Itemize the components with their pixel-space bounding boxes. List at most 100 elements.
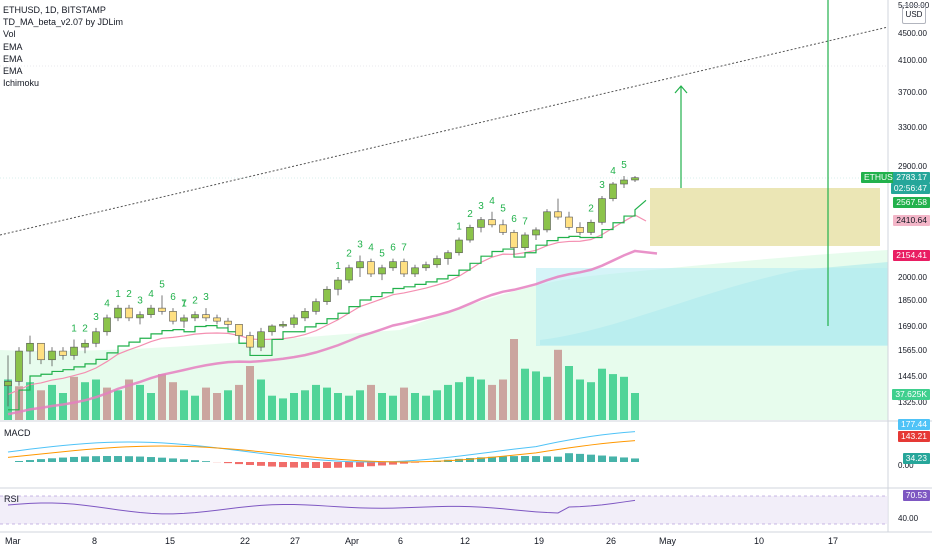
- candle-body: [147, 307, 155, 315]
- candle-body: [400, 261, 408, 275]
- macd-histogram-bar: [37, 459, 45, 462]
- macd-histogram-bar: [334, 462, 342, 468]
- candle-body: [389, 261, 397, 269]
- volume-bar: [576, 379, 584, 420]
- volume-bar: [26, 382, 34, 420]
- candle-body: [587, 221, 595, 233]
- macd-histogram-bar: [400, 462, 408, 464]
- candle-body: [180, 317, 188, 322]
- volume-bar: [499, 379, 507, 420]
- macd-histogram-bar: [268, 462, 276, 467]
- time-axis-tick: 26: [606, 536, 616, 546]
- indicator-vol[interactable]: Vol: [3, 29, 16, 40]
- time-axis-tick: 17: [828, 536, 838, 546]
- volume-bar: [103, 387, 111, 420]
- symbol-title[interactable]: ETHUSD, 1D, BITSTAMP: [3, 5, 106, 15]
- td-count-label: 5: [621, 160, 627, 171]
- macd-histogram-bar: [510, 456, 518, 462]
- price-axis-tick: 3700.00: [898, 88, 927, 97]
- volume-bar: [224, 390, 232, 420]
- rsi-polyline: [7, 499, 636, 515]
- rsi-band: [0, 496, 888, 524]
- last-price-badge: 2783.17: [893, 172, 930, 183]
- volume-bar: [587, 382, 595, 420]
- volume-bar: [598, 368, 606, 420]
- price-axis-tick: 4500.00: [898, 29, 927, 38]
- candle-body: [444, 252, 452, 259]
- macd-histogram-bar: [543, 456, 551, 462]
- candle-body: [554, 211, 562, 218]
- candle-body: [268, 325, 276, 333]
- candle-body: [543, 211, 551, 231]
- macd-histogram-bar: [26, 460, 34, 462]
- time-axis-tick: 15: [165, 536, 175, 546]
- candle-body: [620, 179, 628, 185]
- candle-body: [334, 279, 342, 290]
- volume-bar: [279, 398, 287, 420]
- indicator-td[interactable]: TD_MA_beta_v2.07 by JDLim: [3, 17, 124, 28]
- macd-histogram-bar: [477, 457, 485, 462]
- volume-bar: [37, 390, 45, 420]
- volume-bar: [246, 366, 254, 420]
- volume-bar: [213, 393, 221, 420]
- indicator-ema-2[interactable]: EMA: [3, 53, 23, 64]
- macd-histogram-bar: [147, 457, 155, 462]
- candle-body: [565, 216, 573, 228]
- candle-body: [81, 342, 89, 348]
- candle-body: [521, 234, 529, 248]
- candle-body: [378, 267, 386, 275]
- candle-body: [158, 307, 166, 312]
- volume-bar: [565, 366, 573, 420]
- price-axis-tick: 1690.00: [898, 322, 927, 331]
- macd-signal-line: [7, 440, 636, 463]
- macd-histogram-bar: [290, 462, 298, 468]
- candle-body: [246, 335, 254, 348]
- time-axis[interactable]: Mar 8 15 22 27 Apr 6 12 19 26 May 10 17: [5, 536, 838, 546]
- volume-bar: [169, 382, 177, 420]
- macd-histogram-bar: [301, 462, 309, 468]
- td-count-label: 2: [82, 323, 88, 334]
- macd-axis-tick: 0.00: [898, 461, 914, 470]
- rsi-label[interactable]: RSI: [4, 494, 20, 504]
- yellow-zone: [650, 188, 880, 246]
- macd-label[interactable]: MACD: [4, 428, 31, 438]
- indicator-ichimoku[interactable]: Ichimoku: [3, 78, 40, 89]
- price-axis-tick: 2000.00: [898, 273, 927, 282]
- chart-legend: ETHUSD, 1D, BITSTAMP TD_MA_beta_v2.07 by…: [3, 4, 123, 89]
- currency-button[interactable]: USD: [902, 5, 926, 24]
- macd-histogram-bar: [70, 456, 78, 462]
- time-axis-tick: Mar: [5, 536, 21, 546]
- volume-bar: [510, 339, 518, 420]
- volume-bar: [235, 384, 243, 420]
- indicator-ema-3[interactable]: EMA: [3, 66, 23, 77]
- volume-bar: [356, 390, 364, 420]
- td-count-label: 3: [599, 180, 605, 191]
- td-count-label: 4: [368, 243, 374, 254]
- macd-histogram-bar: [389, 462, 397, 465]
- macd-histogram-bar: [191, 460, 199, 462]
- volume-bar: [158, 374, 166, 420]
- volume-bar: [620, 376, 628, 420]
- volume-bar: [92, 379, 100, 420]
- candle-body: [356, 261, 364, 269]
- time-axis-tick: 10: [754, 536, 764, 546]
- candle-body: [290, 317, 298, 325]
- macd-histogram-bar: [224, 462, 232, 464]
- level2-badge: 2410.64: [893, 215, 930, 226]
- candle-body: [411, 267, 419, 275]
- indicator-ema-1[interactable]: EMA: [3, 41, 23, 52]
- td-count-label: 4: [104, 299, 110, 310]
- macd-histogram-bar: [48, 458, 56, 462]
- volume-bar: [334, 393, 342, 420]
- macd-histogram-bar: [378, 462, 386, 466]
- volume-bar: [268, 395, 276, 420]
- candle-body: [323, 288, 331, 302]
- candle-body: [598, 198, 606, 223]
- volume-bar: [631, 393, 639, 420]
- macd-pane: 0.00: [7, 431, 914, 470]
- volume-bar: [114, 390, 122, 420]
- volume-bar: [543, 376, 551, 420]
- td-count-label: 7: [181, 299, 187, 310]
- td-count-label: 5: [159, 279, 165, 290]
